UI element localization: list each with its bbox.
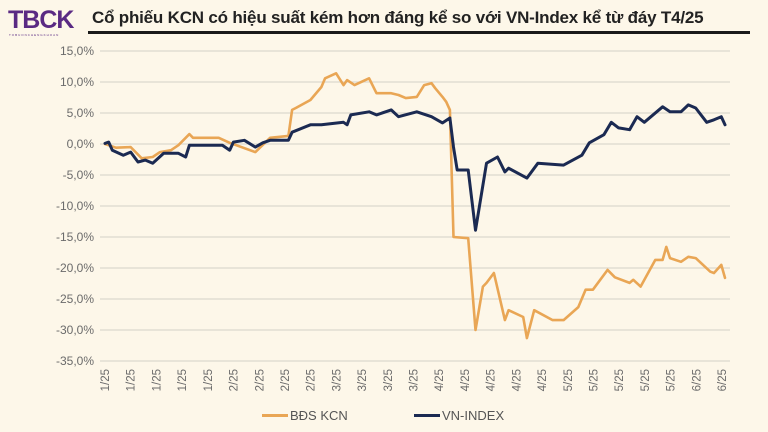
y-tick-label: -30,0% [56, 323, 94, 337]
y-tick-label: 10,0% [60, 75, 94, 89]
y-tick-label: 0,0% [67, 137, 95, 151]
x-tick-label: 1/25 [126, 369, 138, 391]
x-tick-label: 1/25 [151, 369, 163, 391]
x-tick-label: 3/25 [331, 369, 343, 391]
y-tick-label: -5,0% [63, 168, 95, 182]
title-underline [88, 31, 750, 34]
y-tick-label: -25,0% [56, 292, 94, 306]
x-tick-label: 5/25 [614, 369, 626, 391]
logo-subtitle: TOBUONCHENGKHOAN [9, 33, 60, 37]
y-tick-label: 5,0% [67, 106, 95, 120]
series-line-vn-index [103, 103, 727, 232]
x-tick-label: 5/25 [588, 369, 600, 391]
x-tick-label: 4/25 [434, 369, 446, 391]
x-tick-label: 4/25 [486, 369, 498, 391]
x-tick-label: 1/25 [203, 369, 215, 391]
x-tick-label: 3/25 [357, 369, 369, 391]
x-tick-label: 1/25 [100, 369, 112, 391]
x-tick-label: 2/25 [229, 369, 241, 391]
tbck-logo: TBCK [8, 6, 74, 34]
x-tick-label: 2/25 [306, 369, 318, 391]
y-tick-label: -35,0% [56, 354, 94, 368]
legend-item-bds-kcn: BĐS KCN [262, 408, 348, 423]
x-tick-label: 2/25 [254, 369, 266, 391]
y-tick-label: -20,0% [56, 261, 94, 275]
y-tick-label: -10,0% [56, 199, 94, 213]
x-tick-label: 2/25 [280, 369, 292, 391]
x-tick-label: 1/25 [177, 369, 189, 391]
x-tick-label: 4/25 [460, 369, 472, 391]
y-tick-label: 15,0% [60, 44, 94, 58]
x-tick-label: 6/25 [717, 369, 729, 391]
x-tick-label: 5/25 [640, 369, 652, 391]
legend-swatch-bds-kcn [262, 414, 288, 417]
y-tick-label: -15,0% [56, 230, 94, 244]
x-tick-label: 4/25 [537, 369, 549, 391]
legend-item-vn-index: VN-INDEX [414, 408, 504, 423]
x-tick-label: 6/25 [691, 369, 703, 391]
legend-label-bds-kcn: BĐS KCN [290, 408, 348, 423]
x-tick-label: 5/25 [666, 369, 678, 391]
x-tick-label: 4/25 [511, 369, 523, 391]
x-tick-label: 3/25 [409, 369, 421, 391]
legend-swatch-vn-index [414, 414, 440, 417]
x-tick-label: 3/25 [383, 369, 395, 391]
chart-title: Cổ phiếu KCN có hiệu suất kém hơn đáng k… [92, 8, 704, 27]
x-tick-label: 5/25 [563, 369, 575, 391]
legend-label-vn-index: VN-INDEX [442, 408, 505, 423]
